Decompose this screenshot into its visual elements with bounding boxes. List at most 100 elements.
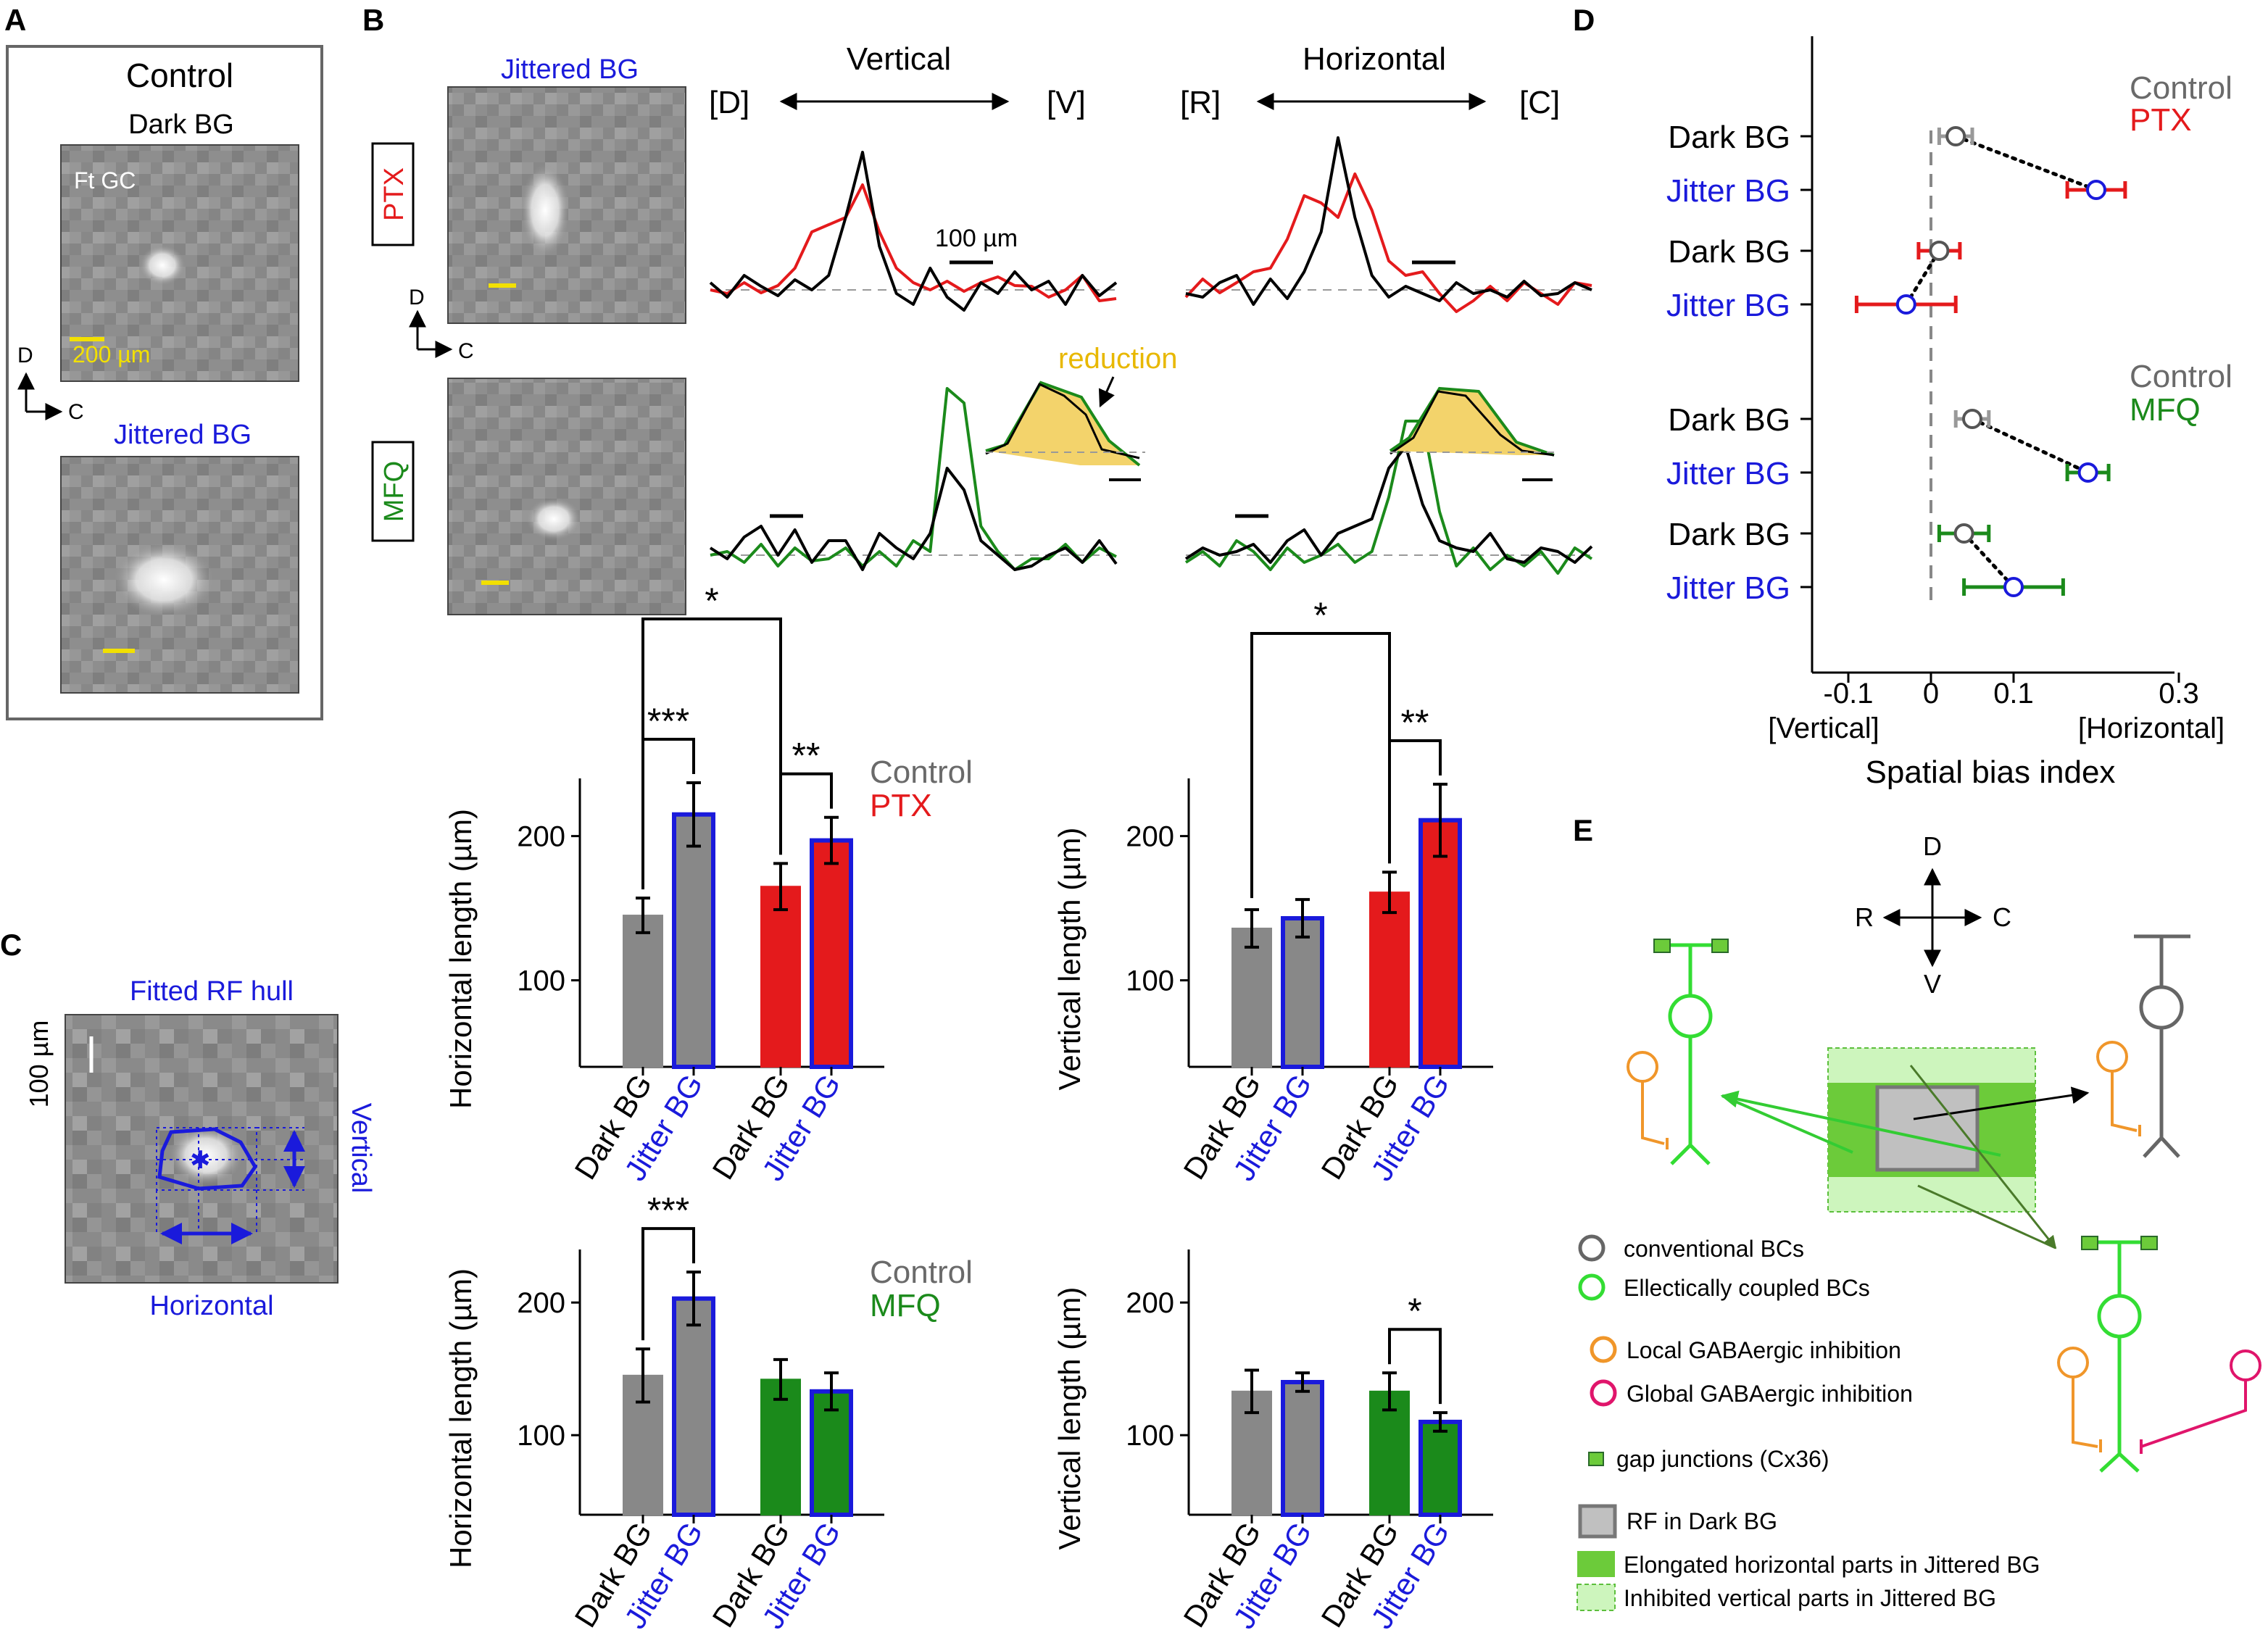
panel-a-dark-label: Dark BG: [128, 109, 234, 140]
v-label: [V]: [1047, 85, 1086, 120]
panel-a-title: Control: [126, 57, 233, 94]
ptx-vertical-control-trace: [709, 151, 1118, 312]
e-legend: conventional BCs Ellectically coupled BC…: [1577, 1234, 2040, 1611]
mfq-horizontal-control-trace: [1184, 445, 1593, 564]
ptx-horizontal-control-trace: [1185, 136, 1592, 306]
horizontal-title: Horizontal: [1303, 41, 1446, 77]
legend-gap: gap junctions (Cx36): [1616, 1446, 1829, 1472]
panel-a-jitter-label: Jittered BG: [114, 420, 252, 450]
d-connector: [1962, 531, 2016, 589]
bar: [672, 812, 715, 1069]
inset-vertical: [985, 380, 1145, 481]
d-legend2-mfq: MFQ: [2130, 392, 2201, 428]
bar: [1231, 927, 1272, 1068]
bar: [810, 838, 853, 1069]
d-point: [1962, 409, 1982, 429]
significance-label: *: [1408, 1291, 1421, 1331]
bar3-legend-mfq: MFQ: [870, 1288, 941, 1323]
legend-rf-icon: [1578, 1504, 1617, 1539]
bar: [623, 915, 663, 1068]
d-point: [1895, 294, 1916, 315]
arrow-to-coupled-lower-1: [1909, 1065, 2057, 1249]
legend-elongated: Elongated horizontal parts in Jittered B…: [1624, 1552, 2040, 1578]
d-connector: [1953, 134, 2098, 192]
bar: [1369, 891, 1410, 1068]
panel-c-label: C: [0, 928, 22, 962]
significance-label: *: [705, 581, 718, 621]
d-legend1-control: Control: [2130, 70, 2232, 106]
d-point: [2003, 577, 2024, 597]
y-tick-label: 100: [1126, 1420, 1174, 1452]
d-x-tick-label: -0.1: [1824, 678, 1874, 710]
d-point: [1945, 126, 1966, 146]
panel-a-frame: [6, 45, 323, 720]
d-row-label: Dark BG: [1668, 120, 1790, 155]
panel-e-label: E: [1573, 813, 1593, 847]
global-inhibition: [2140, 1350, 2261, 1454]
d-row-label: Dark BG: [1668, 517, 1790, 552]
c-scale-label: 100 µm: [24, 1020, 54, 1108]
arrow-to-coupled-1: [1720, 1090, 2001, 1157]
legend-global: Global GABAergic inhibition: [1627, 1381, 1913, 1407]
y-axis-label: Horizontal length (µm): [444, 1268, 478, 1568]
reduction-arrow: [1098, 376, 1115, 408]
coupled-bc-left: [1653, 939, 1729, 1165]
ptx-rf-spot: [520, 164, 570, 257]
y-tick-label: 100: [1126, 965, 1174, 997]
traces: [709, 136, 1593, 575]
y-tick-label: 100: [517, 965, 565, 997]
d-xlabel: Spatial bias index: [1866, 754, 2116, 790]
conventional-bc: [2134, 934, 2190, 1158]
panel-d-label: D: [1573, 3, 1595, 37]
bar1-legend-control: Control: [870, 754, 973, 790]
mfq-vertical-control-trace: [709, 467, 1118, 571]
panel-e: E D V R C: [1573, 813, 2261, 1611]
y-tick-label: 200: [517, 821, 565, 853]
panel-b-jitter-title: Jittered BG: [501, 54, 639, 85]
mfq-rf-spot: [526, 497, 581, 541]
legend-local: Local GABAergic inhibition: [1627, 1337, 1901, 1363]
d-legend2-control: Control: [2130, 359, 2232, 394]
y-tick-label: 100: [517, 1420, 565, 1452]
y-tick-label: 200: [517, 1287, 565, 1319]
compass-c: C: [1993, 902, 2011, 932]
legend-conventional: conventional BCs: [1624, 1236, 1804, 1262]
r-label: [R]: [1180, 85, 1221, 120]
d-row-label: Jitter BG: [1666, 456, 1790, 491]
significance-label: **: [792, 736, 821, 776]
panel-c: C Fitted RF hull 100 µm ✱ Vertical Horiz…: [0, 928, 376, 1321]
compass-r: R: [1855, 902, 1874, 932]
d-legend1-ptx: PTX: [2130, 102, 2192, 138]
arrow-to-coupled-lower-2: [1917, 1184, 2056, 1249]
legend-gap-icon: [1588, 1452, 1604, 1466]
arrow-to-conventional: [1913, 1086, 2090, 1120]
bar: [672, 1296, 715, 1517]
inset-horizontal: [1389, 386, 1558, 481]
significance-label: ***: [647, 701, 689, 741]
legend-inhibited-icon: [1577, 1584, 1616, 1611]
d-left-word: [Vertical]: [1768, 712, 1879, 744]
d-connector: [1970, 417, 2090, 475]
rf-spot: [139, 245, 186, 286]
significance-label: **: [1401, 702, 1429, 743]
axis-d: D: [17, 344, 33, 367]
d-row-label: Jitter BG: [1666, 173, 1790, 209]
y-axis-label: Horizontal length (µm): [444, 809, 478, 1109]
arrow-to-coupled-2: [1721, 1094, 1853, 1154]
y-axis-label: Vertical length (µm): [1052, 828, 1087, 1091]
bar: [1418, 1419, 1462, 1518]
d-row-label: Dark BG: [1668, 402, 1790, 438]
dark-bg-image: [60, 144, 299, 382]
compass-d: D: [1923, 831, 1942, 861]
significance-bracket: [641, 1227, 695, 1341]
legend-elongated-icon: [1577, 1551, 1615, 1577]
d-x-tick-label: 0.3: [2159, 678, 2199, 710]
d-row-label: Jitter BG: [1666, 288, 1790, 323]
legend-local-icon: [1590, 1336, 1617, 1363]
d-label: [D]: [709, 85, 749, 120]
b-axis-d: D: [409, 286, 425, 309]
y-axis-label: Vertical length (µm): [1052, 1287, 1087, 1550]
local-inhibition-left: [1627, 1051, 1669, 1149]
